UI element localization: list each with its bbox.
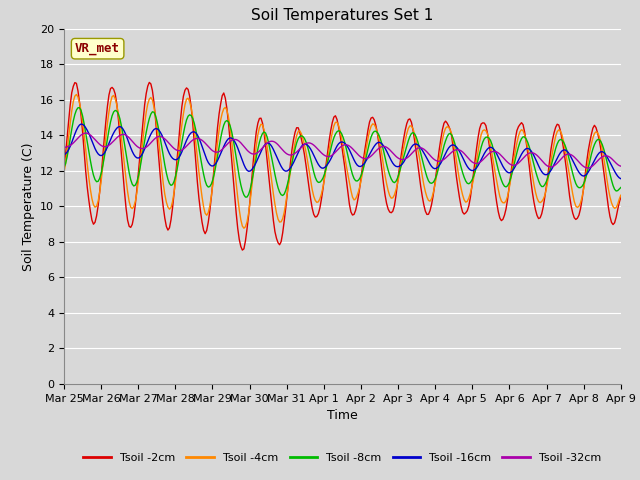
Tsoil -16cm (246, 168, 254, 174)
Tsoil -32cm (589, 163, 596, 168)
Tsoil -32cm (584, 165, 592, 171)
Line: Tsoil -4cm: Tsoil -4cm (64, 95, 621, 228)
Tsoil -4cm (307, 178, 314, 183)
Tsoil -2cm (307, 196, 314, 202)
Tsoil -4cm (617, 192, 625, 198)
Tsoil -4cm (72, 92, 80, 97)
Tsoil -32cm (228, 138, 236, 144)
Tsoil -2cm (617, 194, 625, 200)
Y-axis label: Soil Temperature (C): Soil Temperature (C) (22, 142, 35, 271)
Line: Tsoil -8cm: Tsoil -8cm (64, 108, 621, 197)
Tsoil -32cm (255, 148, 263, 154)
Tsoil -8cm (248, 180, 255, 185)
Tsoil -16cm (77, 121, 85, 127)
Tsoil -2cm (145, 80, 153, 85)
Tsoil -8cm (617, 185, 625, 191)
Tsoil -8cm (60, 165, 68, 170)
Tsoil -2cm (589, 125, 596, 131)
Tsoil -32cm (305, 140, 313, 146)
Tsoil -4cm (248, 185, 255, 191)
Legend: Tsoil -2cm, Tsoil -4cm, Tsoil -8cm, Tsoil -16cm, Tsoil -32cm: Tsoil -2cm, Tsoil -4cm, Tsoil -8cm, Tsoi… (79, 448, 606, 467)
Tsoil -32cm (60, 144, 68, 150)
Tsoil -2cm (228, 155, 236, 161)
Tsoil -8cm (307, 156, 314, 161)
Tsoil -4cm (240, 225, 248, 231)
Tsoil -16cm (588, 164, 595, 169)
Tsoil -8cm (228, 128, 236, 134)
Tsoil -2cm (257, 115, 265, 121)
Tsoil -2cm (239, 247, 246, 253)
Tsoil -16cm (617, 176, 625, 181)
Tsoil -4cm (589, 135, 596, 141)
Tsoil -16cm (255, 152, 263, 158)
Tsoil -32cm (617, 163, 625, 169)
Tsoil -32cm (82, 130, 90, 136)
Tsoil -4cm (60, 169, 68, 175)
Tsoil -8cm (589, 146, 596, 152)
Line: Tsoil -2cm: Tsoil -2cm (64, 83, 621, 250)
Tsoil -4cm (130, 204, 138, 209)
Tsoil -8cm (257, 134, 265, 140)
Tsoil -32cm (246, 150, 254, 156)
Line: Tsoil -32cm: Tsoil -32cm (64, 133, 621, 168)
Line: Tsoil -16cm: Tsoil -16cm (64, 124, 621, 179)
Title: Soil Temperatures Set 1: Soil Temperatures Set 1 (252, 9, 433, 24)
X-axis label: Time: Time (327, 409, 358, 422)
Tsoil -2cm (129, 222, 136, 228)
Tsoil -16cm (130, 152, 138, 157)
Tsoil -8cm (76, 105, 83, 110)
Tsoil -4cm (228, 136, 236, 142)
Tsoil -2cm (60, 165, 68, 171)
Tsoil -16cm (305, 144, 313, 150)
Tsoil -2cm (248, 178, 255, 183)
Tsoil -32cm (130, 140, 138, 146)
Tsoil -8cm (130, 183, 138, 189)
Tsoil -16cm (228, 135, 236, 141)
Text: VR_met: VR_met (75, 42, 120, 55)
Tsoil -8cm (242, 194, 250, 200)
Tsoil -4cm (257, 121, 265, 127)
Tsoil -16cm (60, 152, 68, 157)
